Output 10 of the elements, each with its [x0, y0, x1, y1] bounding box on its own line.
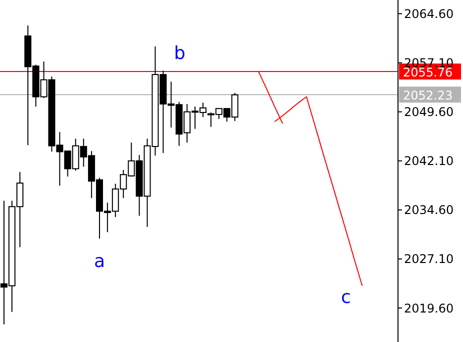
ref-line-label: 2052.23 — [403, 88, 453, 103]
annotation: b — [174, 43, 186, 64]
y-tick-label: 2049.60 — [404, 105, 454, 120]
y-tick-label: 2034.60 — [404, 203, 454, 218]
annotation: c — [341, 287, 351, 308]
y-tick-label: 2064.60 — [404, 6, 454, 21]
y-tick-label: 2019.60 — [404, 301, 454, 316]
annotation: a — [94, 251, 106, 272]
y-tick-label: 2042.10 — [404, 154, 454, 168]
y-tick-label: 2027.10 — [404, 252, 454, 266]
